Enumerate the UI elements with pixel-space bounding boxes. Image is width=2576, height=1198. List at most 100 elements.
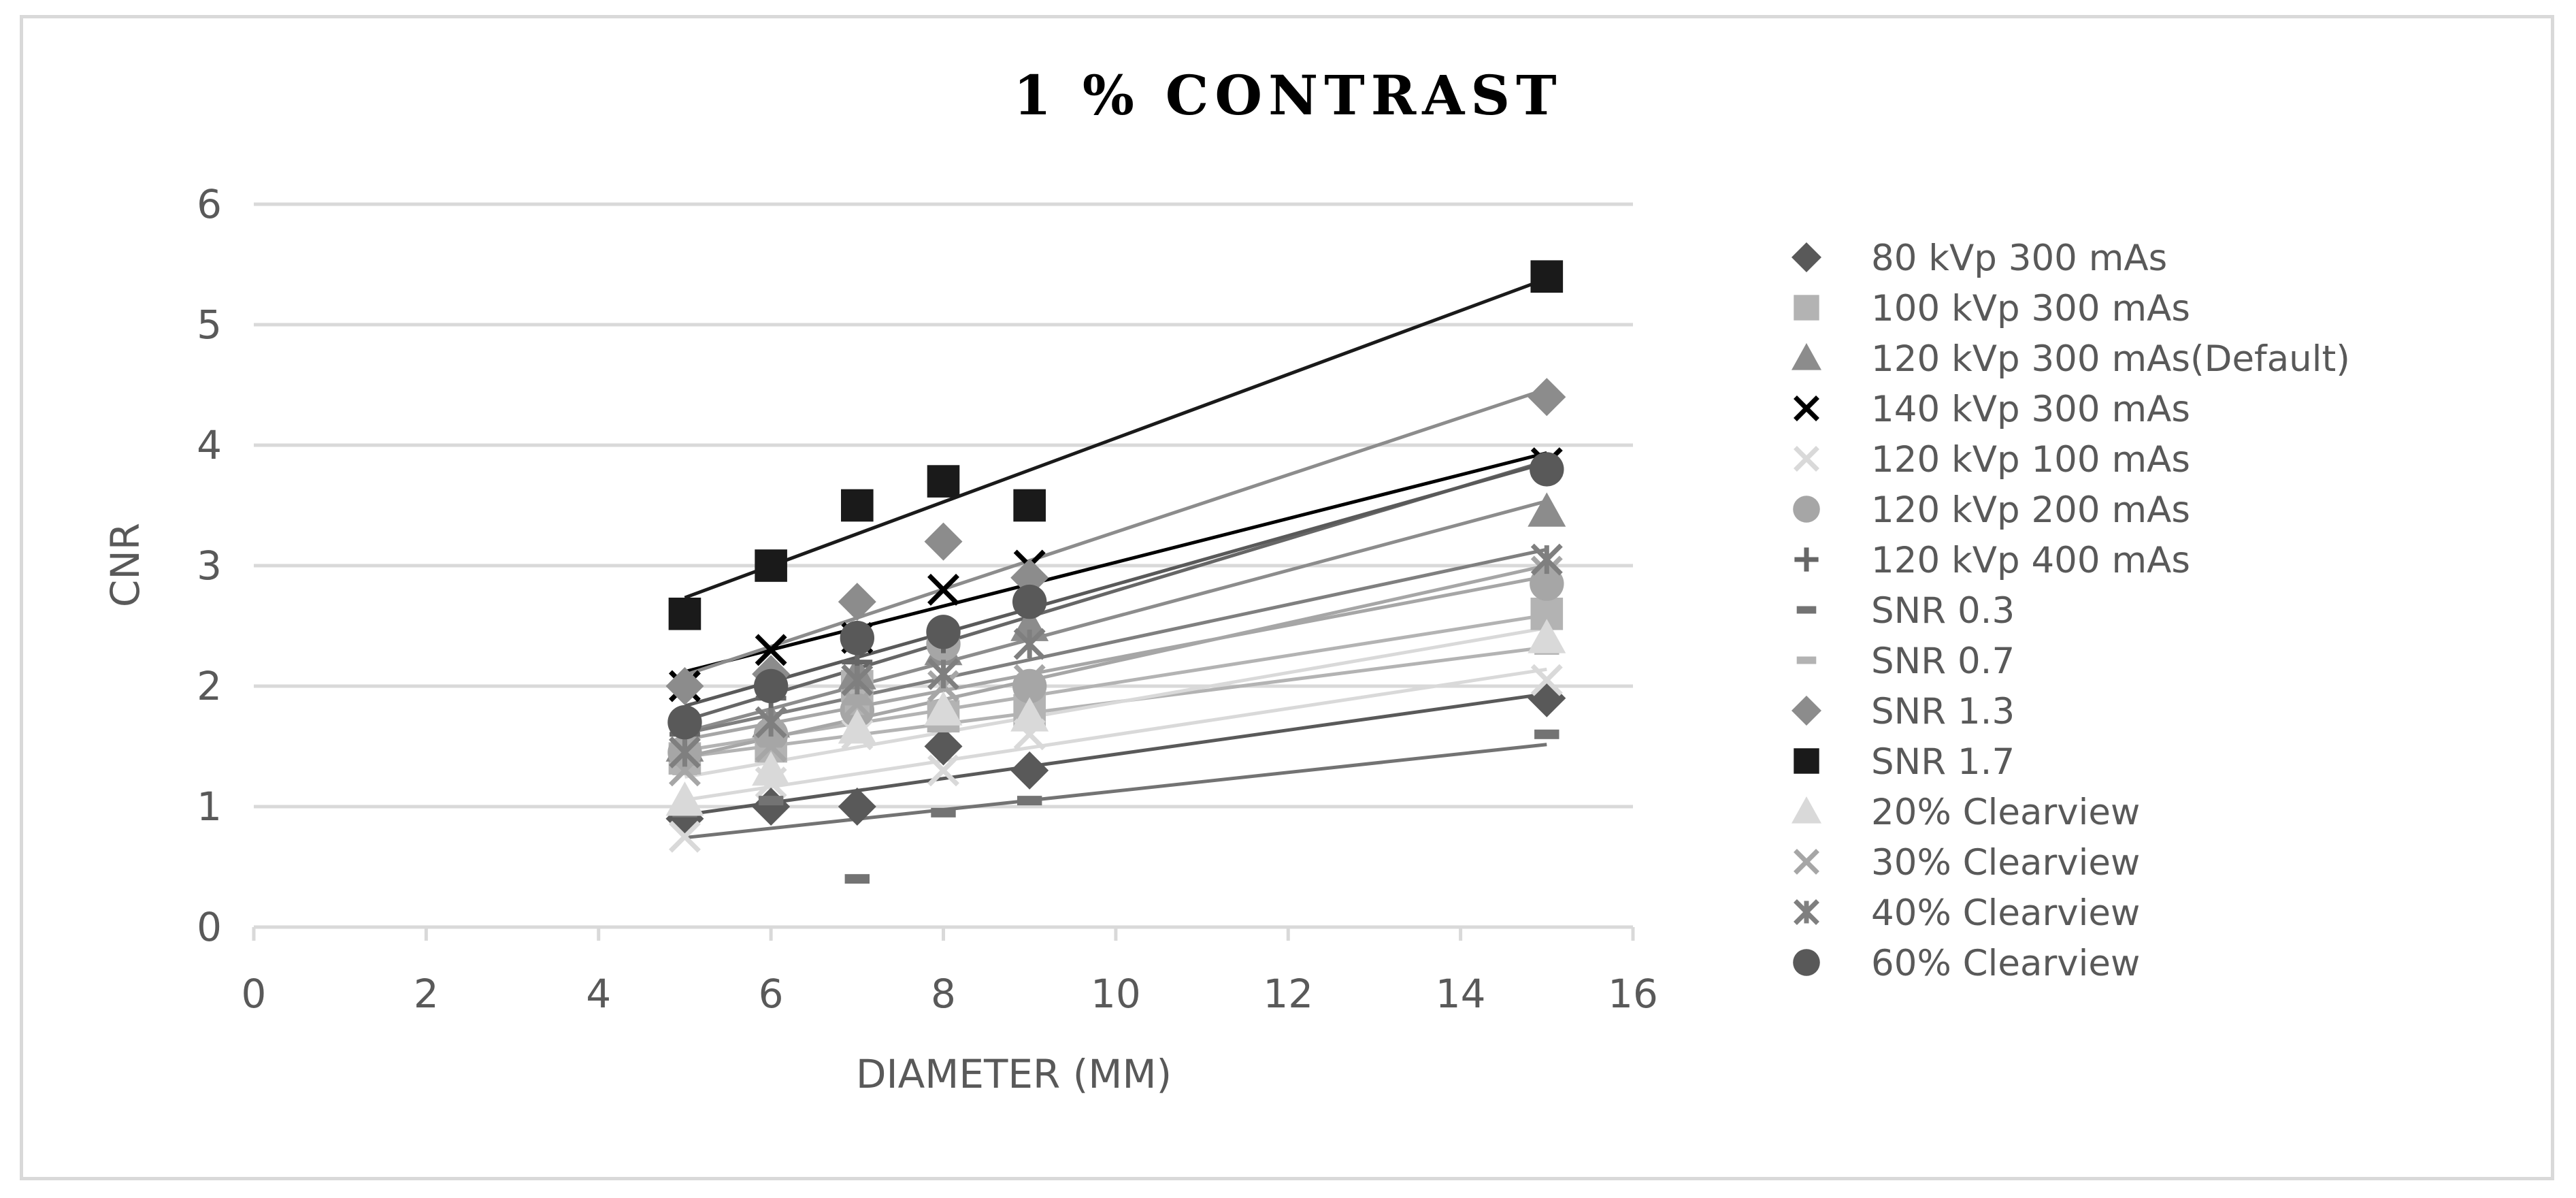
data-point-s3-6 <box>1528 492 1566 527</box>
data-point-s10-4 <box>924 522 963 561</box>
trendline-series-10 <box>684 387 1548 677</box>
legend-marker-7 <box>1794 547 1819 572</box>
data-point-s8-4 <box>931 807 956 817</box>
legend-label-8: SNR 0.3 <box>1871 590 2015 632</box>
x-axis-label: DIAMETER (MM) <box>856 1051 1172 1097</box>
legend-label-12: 20% Clearview <box>1871 792 2140 833</box>
legend-marker-4 <box>1794 395 1819 421</box>
data-point-s1-3 <box>838 788 876 826</box>
data-point-s12-5 <box>1010 697 1049 732</box>
data-point-s12-4 <box>924 691 963 726</box>
series-8-points <box>672 729 1559 884</box>
data-point-s6-5 <box>1012 668 1047 704</box>
trendline-series-15 <box>684 461 1547 708</box>
data-point-s10-1 <box>665 667 704 705</box>
trendline-series-14 <box>684 547 1547 735</box>
legend-marker-12 <box>1791 796 1821 824</box>
data-point-s11-5 <box>1013 489 1046 522</box>
data-point-s13-3 <box>841 688 874 721</box>
y-tick-label-3: 3 <box>197 543 222 589</box>
data-point-s8-3 <box>844 874 870 884</box>
data-point-s8-5 <box>1017 796 1042 806</box>
data-point-s15-1 <box>667 705 702 740</box>
data-point-s1-4 <box>924 727 963 766</box>
x-tick-label-10: 10 <box>1091 971 1141 1017</box>
data-point-s13-2 <box>755 730 787 762</box>
trendlines <box>684 277 1548 840</box>
series-10-points <box>665 378 1566 705</box>
data-point-s10-6 <box>1528 378 1566 417</box>
legend-marker-3 <box>1791 343 1821 370</box>
y-tick-label-4: 4 <box>197 422 222 468</box>
legend-marker-11 <box>1794 748 1819 774</box>
legend-label-15: 60% Clearview <box>1871 943 2140 984</box>
x-tick-label-12: 12 <box>1263 971 1313 1017</box>
series-14-points <box>668 543 1563 768</box>
data-point-s15-3 <box>840 621 875 655</box>
legend-label-2: 100 kVp 300 mAs <box>1871 288 2190 329</box>
y-tick-label-6: 6 <box>197 181 222 227</box>
legend-marker-1 <box>1791 242 1821 272</box>
y-tick-label-5: 5 <box>197 302 222 348</box>
y-tick-label-0: 0 <box>197 904 222 950</box>
trendline-series-3 <box>684 499 1547 734</box>
series-11-points <box>668 260 1564 630</box>
legend-label-14: 40% Clearview <box>1871 892 2140 934</box>
trendline-series-12 <box>684 626 1547 779</box>
data-point-s10-3 <box>838 583 876 621</box>
data-point-s15-5 <box>1012 584 1047 619</box>
data-point-s11-1 <box>668 598 701 630</box>
trendline-series-13 <box>684 564 1547 759</box>
data-point-s11-4 <box>927 465 960 498</box>
legend-marker-9 <box>1796 656 1817 664</box>
y-tick-label-2: 2 <box>197 663 222 709</box>
legend-marker-14 <box>1794 899 1819 925</box>
data-point-s6-6 <box>1530 566 1564 601</box>
data-point-s5-6 <box>1530 664 1563 696</box>
data-point-s14-4 <box>927 658 959 690</box>
data-point-s13-5 <box>1013 664 1046 696</box>
trendline-series-4 <box>684 451 1547 674</box>
x-tick-label-4: 4 <box>586 971 611 1017</box>
legend-marker-6 <box>1793 496 1820 523</box>
legend-label-1: 80 kVp 300 mAs <box>1871 238 2167 279</box>
legend-label-3: 120 kVp 300 mAs(Default) <box>1871 338 2350 380</box>
data-point-s11-2 <box>755 549 787 582</box>
legend-marker-10 <box>1791 696 1821 726</box>
data-point-s15-4 <box>926 615 961 649</box>
y-axis-label: CNR <box>102 523 148 607</box>
chart-frame <box>20 15 2554 1180</box>
grid-lines <box>254 202 1633 809</box>
y-tick-label-1: 1 <box>197 783 222 830</box>
data-point-s12-2 <box>752 751 791 786</box>
data-point-s14-5 <box>1013 628 1046 660</box>
data-point-s12-3 <box>838 709 876 744</box>
legend-label-10: SNR 1.3 <box>1871 691 2015 732</box>
x-tick-label-6: 6 <box>759 971 784 1017</box>
legend-marker-15 <box>1793 949 1820 976</box>
data-point-s5-4 <box>927 754 959 787</box>
series-15-points <box>667 452 1564 740</box>
data-point-s14-3 <box>841 664 874 696</box>
data-points <box>665 260 1566 884</box>
trendline-series-8 <box>684 743 1547 840</box>
trendline-series-6 <box>684 574 1547 741</box>
data-point-s14-2 <box>755 706 787 739</box>
legend-label-5: 120 kVp 100 mAs <box>1871 439 2190 481</box>
data-point-s14-6 <box>1530 543 1563 576</box>
chart-title: 1 % CONTRAST <box>1013 63 1562 127</box>
legend-label-7: 120 kVp 400 mAs <box>1871 540 2190 581</box>
legend-marker-5 <box>1794 446 1819 472</box>
x-tick-label-0: 0 <box>242 971 267 1017</box>
data-point-s11-3 <box>841 489 874 522</box>
trendline-series-2 <box>684 613 1547 752</box>
data-point-s4-4 <box>927 573 959 606</box>
data-point-s14-1 <box>668 736 701 768</box>
data-point-s15-2 <box>753 668 789 704</box>
data-point-s5-1 <box>668 820 701 853</box>
legend-label-4: 140 kVp 300 mAs <box>1871 389 2190 430</box>
data-point-s11-6 <box>1530 260 1564 293</box>
legend-marker-2 <box>1794 295 1819 321</box>
legend-label-6: 120 kVp 200 mAs <box>1871 489 2190 531</box>
